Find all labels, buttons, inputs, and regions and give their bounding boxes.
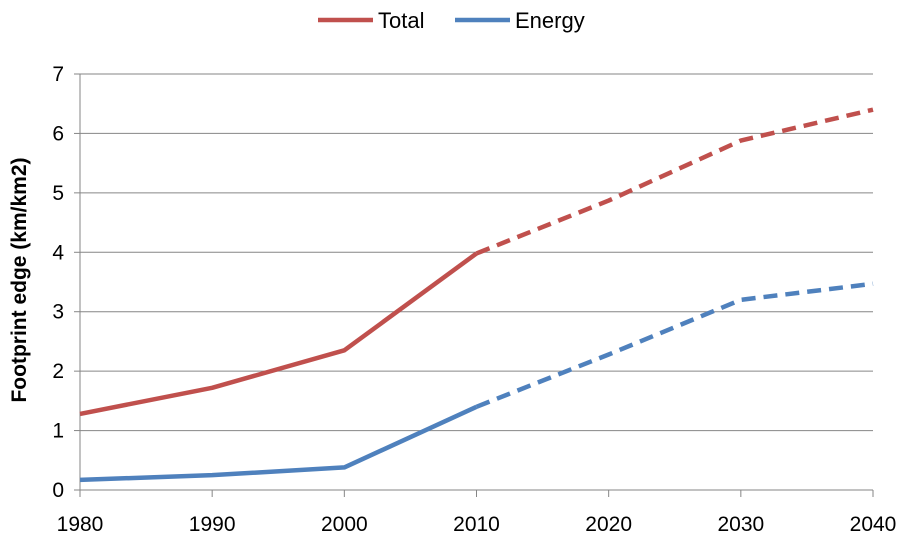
y-axis-title: Footprint edge (km/km2)	[8, 157, 31, 402]
y-tick-label: 3	[52, 301, 64, 324]
legend: Total Energy	[318, 8, 585, 33]
y-tick-label: 0	[52, 479, 64, 502]
y-tick-label: 7	[52, 63, 64, 86]
x-tick-label: 2010	[453, 513, 500, 536]
total-series-solid-line	[79, 251, 478, 417]
y-tick-label: 5	[52, 182, 64, 205]
y-tick-label: 6	[52, 122, 64, 145]
gridlines	[80, 73, 873, 432]
y-tick-label: 1	[52, 420, 64, 443]
x-tick-label: 1980	[57, 513, 104, 536]
x-tick-label: 2000	[321, 513, 368, 536]
legend-label-energy: Energy	[515, 8, 585, 33]
series-lines	[79, 107, 874, 483]
x-tick-label: 2040	[850, 513, 897, 536]
x-tick-label: 2030	[717, 513, 764, 536]
axes: 0 1 2 3 4 5 6 7 1980 1990 2000 2010 2020 2030 2040	[52, 63, 896, 536]
y-tick-label: 2	[52, 360, 64, 383]
y-tick-label: 4	[52, 241, 64, 264]
legend-label-total: Total	[378, 8, 424, 33]
x-tick-label: 1990	[189, 513, 236, 536]
energy-series-dashed-line	[475, 281, 874, 409]
total-series-dashed-line	[475, 107, 874, 256]
x-tick-label: 2020	[585, 513, 632, 536]
energy-series-solid-line	[79, 404, 478, 483]
